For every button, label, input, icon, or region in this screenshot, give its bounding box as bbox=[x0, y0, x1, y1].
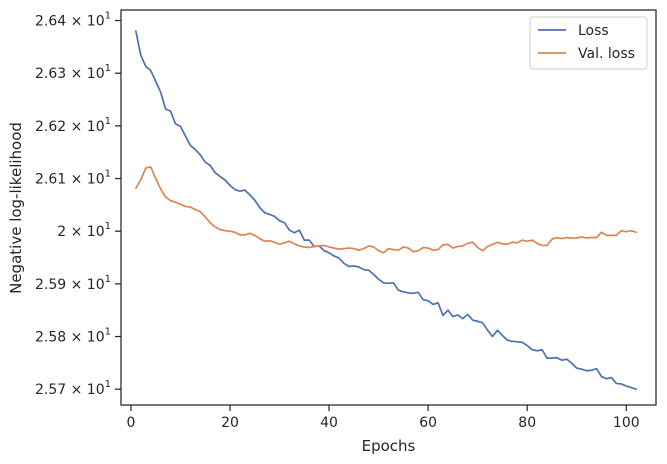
y-tick-label: 2.62 × 101 bbox=[35, 116, 111, 135]
x-tick-label: 80 bbox=[518, 415, 536, 431]
x-tick-label: 0 bbox=[126, 415, 135, 431]
x-axis-label: Epochs bbox=[362, 437, 416, 455]
legend: Loss Val. loss bbox=[529, 16, 648, 70]
x-tick-label: 20 bbox=[221, 415, 239, 431]
series-line-1 bbox=[135, 166, 638, 254]
x-axis: 0 20 40 60 80 100 bbox=[126, 405, 640, 431]
x-tick-label: 40 bbox=[320, 415, 338, 431]
legend-label-0: Loss bbox=[578, 23, 609, 39]
y-axis: 2.57 × 101 2.58 × 101 2.59 × 101 2 × 101 2.6… bbox=[35, 11, 121, 398]
series-layer bbox=[135, 30, 638, 391]
x-tick-label: 100 bbox=[613, 415, 640, 431]
x-tick-label: 60 bbox=[419, 415, 437, 431]
y-tick-label: 2.61 × 101 bbox=[35, 169, 111, 188]
legend-label-1: Val. loss bbox=[578, 46, 635, 62]
y-tick-label: 2.64 × 101 bbox=[35, 11, 111, 30]
y-tick-label: 2.59 × 101 bbox=[35, 274, 111, 293]
y-tick-label: 2.63 × 101 bbox=[35, 63, 111, 82]
plot-frame bbox=[120, 9, 657, 406]
y-tick-label: 2 × 101 bbox=[57, 221, 111, 240]
series-line-0 bbox=[135, 30, 638, 391]
y-tick-label: 2.57 × 101 bbox=[35, 379, 111, 398]
y-tick-label: 2.58 × 101 bbox=[35, 327, 111, 346]
y-axis-label: Negative log-likelihood bbox=[7, 122, 25, 294]
